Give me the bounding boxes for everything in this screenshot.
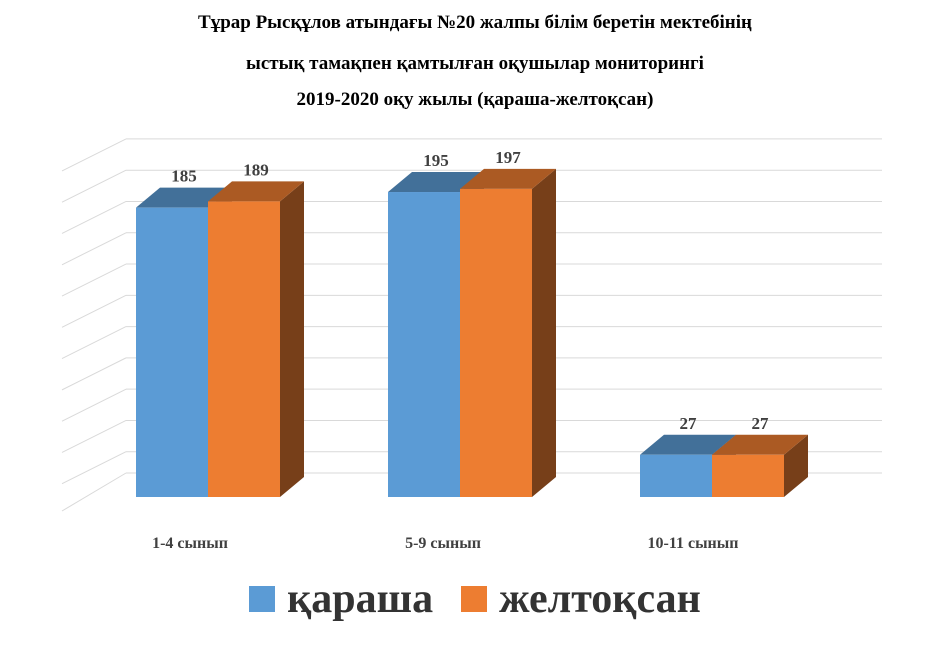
legend-swatch-karasha: [249, 586, 276, 612]
legend-label-karasha: қараша: [287, 576, 434, 622]
legend-label-zheltoksan: желтоқсан: [499, 576, 701, 622]
x-tick-label-0: 1-4 сынып: [152, 535, 228, 552]
bar-side-1-1: [532, 168, 556, 497]
gridline-side: [61, 232, 127, 266]
bar-side-2-1: [784, 434, 808, 497]
gridline-side: [61, 138, 127, 172]
data-label-0-0: 185: [171, 167, 197, 186]
data-label-2-0: 27: [680, 414, 698, 433]
gridline-side: [61, 169, 127, 203]
gridline-side: [61, 201, 127, 234]
gridline-side: [61, 263, 127, 297]
gridline-side: [61, 357, 127, 391]
data-label-1-0: 195: [423, 151, 449, 170]
x-tick-label-2: 10-11 сынып: [648, 535, 739, 552]
bar-2-1: [712, 454, 784, 497]
x-tick-label-1: 5-9 сынып: [405, 535, 481, 552]
chart-title-line-3: 2019-2020 оқу жылы (қараша-желтоқсан): [296, 89, 654, 110]
bar-side-0-1: [280, 181, 304, 498]
chart-title-line-1: Тұрар Рысқұлов атындағы №20 жалпы білім …: [198, 12, 752, 33]
gridline-side: [61, 294, 127, 328]
bar-top-0-1: [208, 181, 304, 202]
data-label-0-1: 189: [243, 160, 269, 179]
bar-top-2-0: [640, 434, 736, 455]
gridline-side: [61, 419, 127, 453]
gridline-side: [61, 388, 127, 422]
bar-2-0: [640, 454, 712, 497]
data-label-2-1: 27: [752, 414, 770, 433]
chart-title-line-2: ыстық тамақпен қамтылған оқушылар монито…: [246, 53, 704, 74]
bar-top-1-0: [388, 172, 484, 193]
legend: қараша желтоқсан: [0, 578, 950, 620]
gridline-side: [61, 451, 127, 485]
gridline-side-base: [61, 472, 127, 512]
bar-1-1: [460, 188, 532, 497]
bar-1-0: [388, 192, 460, 497]
gridline-side: [61, 326, 127, 360]
bar-0-1: [208, 201, 280, 498]
data-label-1-1: 197: [495, 148, 521, 167]
bar-top-2-1: [712, 434, 808, 455]
bar-top-1-1: [460, 168, 556, 189]
legend-item-zheltoksan: желтоқсан: [461, 578, 701, 620]
legend-item-karasha: қараша: [249, 578, 433, 620]
bar-0-0: [136, 207, 208, 497]
legend-swatch-zheltoksan: [461, 586, 488, 612]
